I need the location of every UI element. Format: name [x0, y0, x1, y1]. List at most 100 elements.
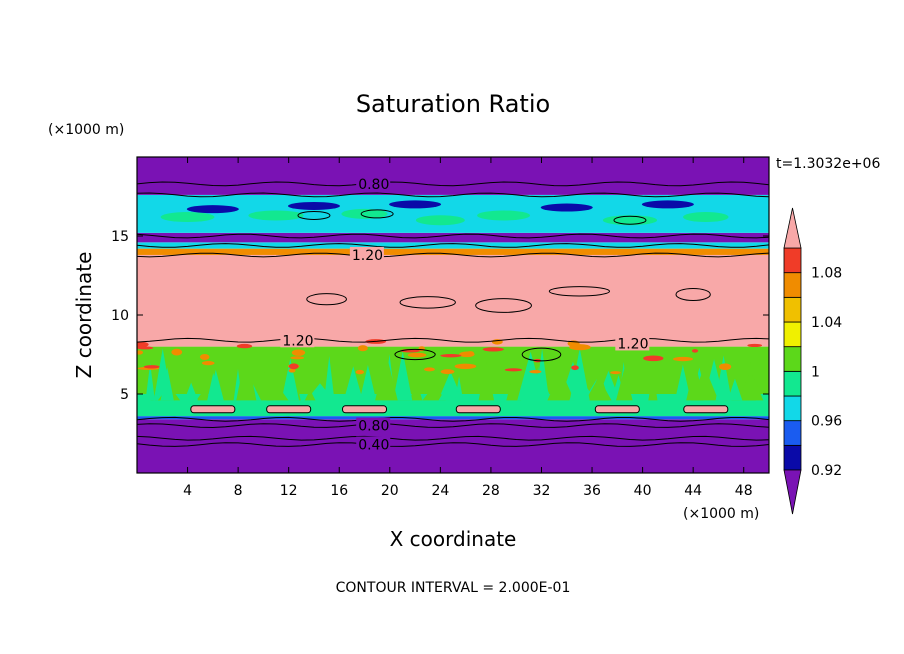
contour-label-bg-0 — [356, 175, 391, 191]
base-lens-4 — [594, 405, 640, 414]
turbulence-spike-31 — [145, 363, 155, 401]
dark-patch-4 — [641, 200, 694, 209]
turbulence-spike-40 — [547, 370, 575, 401]
colorbar-bottom-arrow — [783, 469, 802, 515]
turbulence-spike-69 — [375, 354, 398, 401]
x-axis-label: X coordinate — [390, 527, 517, 551]
turbulence-spike-24 — [304, 389, 316, 401]
colorbar-segment-4 — [783, 370, 802, 397]
colorbar-label-4: 1.08 — [811, 266, 842, 282]
upper-blob-0 — [160, 212, 215, 223]
colorbar-label-2: 1 — [811, 364, 820, 380]
fringe-patch-27 — [719, 363, 732, 371]
fringe-patch-17 — [201, 360, 215, 366]
closed-contour-5 — [521, 347, 562, 362]
turbulence-spike-59 — [160, 367, 174, 401]
fringe-patch-34 — [137, 346, 154, 350]
turbulence-spike-60 — [281, 358, 300, 401]
base-lens-0 — [190, 405, 236, 414]
fringe-patch-2 — [672, 356, 694, 362]
fringe-patch-20 — [291, 349, 306, 356]
colorbar-label-0: 0.92 — [811, 463, 842, 479]
turbulence-spike-44 — [478, 361, 495, 401]
x-tick-label-2: 12 — [280, 483, 298, 499]
field-band-5 — [137, 248, 769, 255]
contour-interval-note: CONTOUR INTERVAL = 2.000E-01 — [336, 580, 571, 596]
fringe-patch-19 — [357, 345, 368, 352]
fringe-patch-24 — [418, 346, 425, 352]
upper-blob-2 — [341, 208, 388, 219]
contour-line-8 — [137, 435, 769, 441]
turbulence-spike-63 — [266, 384, 289, 401]
contour-label-bg-4 — [356, 417, 391, 433]
dark-patch-3 — [540, 203, 593, 212]
field-band-7 — [137, 232, 769, 243]
x-tick-label-6: 28 — [482, 483, 500, 499]
contour-label-bg-5 — [356, 436, 391, 452]
x-tick-label-11: 48 — [735, 483, 753, 499]
y-tick-label-0: 5 — [120, 387, 129, 403]
base-lens-1 — [266, 405, 312, 414]
upper-blob-1 — [248, 210, 304, 221]
fringe-patch-32 — [288, 363, 299, 370]
contour-label-0: 0.80 — [358, 177, 389, 193]
fringe-patch-39 — [691, 349, 699, 353]
fringe-patch-6 — [459, 351, 475, 358]
fringe-patch-25 — [407, 352, 427, 358]
fringe-patch-12 — [171, 348, 183, 356]
contour-lines — [137, 181, 769, 447]
turbulence-spike-37 — [506, 371, 522, 401]
closed-contour-0 — [306, 293, 347, 306]
turbulence-spike-30 — [324, 355, 335, 401]
y-tick-label-1: 10 — [111, 308, 129, 324]
turbulence-spike-67 — [569, 348, 590, 401]
x-tick-label-4: 20 — [381, 483, 399, 499]
fringe-patch-14 — [288, 368, 296, 373]
fringe-patch-22 — [571, 365, 579, 371]
field-band-0 — [137, 419, 769, 473]
colorbar-segment-7 — [783, 296, 802, 323]
contour-label-3: 1.20 — [617, 336, 648, 352]
fringe-patch-21 — [199, 353, 210, 361]
contour-line-4 — [137, 252, 769, 258]
x-axis-unit: (×1000 m) — [683, 506, 759, 522]
contour-label-bg-3 — [615, 335, 650, 351]
turbulence-spike-15 — [409, 379, 423, 401]
turbulence-spike-43 — [648, 371, 658, 401]
closed-contour-4 — [675, 287, 711, 301]
turbulence-spike-64 — [727, 378, 743, 401]
upper-blob-6 — [683, 212, 729, 223]
x-tick-label-7: 32 — [533, 483, 551, 499]
y-axis-unit: (×1000 m) — [48, 122, 124, 138]
colorbar-segment-2 — [783, 420, 802, 446]
contour-labels: 0.80 1.20 1.20 1.20 0.80 0.40 — [280, 175, 650, 454]
contour-line-0 — [137, 181, 769, 187]
turbulence-spike-57 — [207, 372, 220, 401]
turbulence-spike-47 — [745, 361, 756, 401]
closed-contour-6 — [394, 348, 436, 361]
fringe-patch-4 — [747, 343, 763, 348]
x-tick-label-5: 24 — [431, 483, 449, 499]
upper-blob-3 — [415, 215, 465, 226]
turbulence-spike-45 — [616, 368, 633, 401]
y-axis-ticks: 5 10 15 — [111, 229, 769, 403]
field-band-1 — [137, 416, 769, 420]
contour-label-2: 1.20 — [282, 333, 313, 349]
contour-label-5: 0.40 — [358, 438, 389, 454]
colorbar-segment-6 — [783, 321, 802, 348]
contour-label-4: 0.80 — [358, 419, 389, 435]
x-tick-label-0: 4 — [183, 483, 192, 499]
colorbar-segment-8 — [783, 272, 802, 298]
base-lens-5 — [683, 405, 729, 414]
turbulence-spike-23 — [422, 385, 447, 401]
fringe-patch-16 — [355, 369, 365, 375]
upper-contour-2 — [613, 215, 647, 225]
dark-patch-1 — [287, 201, 340, 210]
colorbar-label-3: 1.04 — [811, 315, 842, 331]
colorbar-segment-3 — [783, 395, 802, 422]
x-tick-label-9: 40 — [634, 483, 652, 499]
field-band-6 — [137, 242, 769, 249]
colorbar-segment-1 — [783, 444, 802, 471]
fringe-patch-15 — [440, 354, 462, 358]
